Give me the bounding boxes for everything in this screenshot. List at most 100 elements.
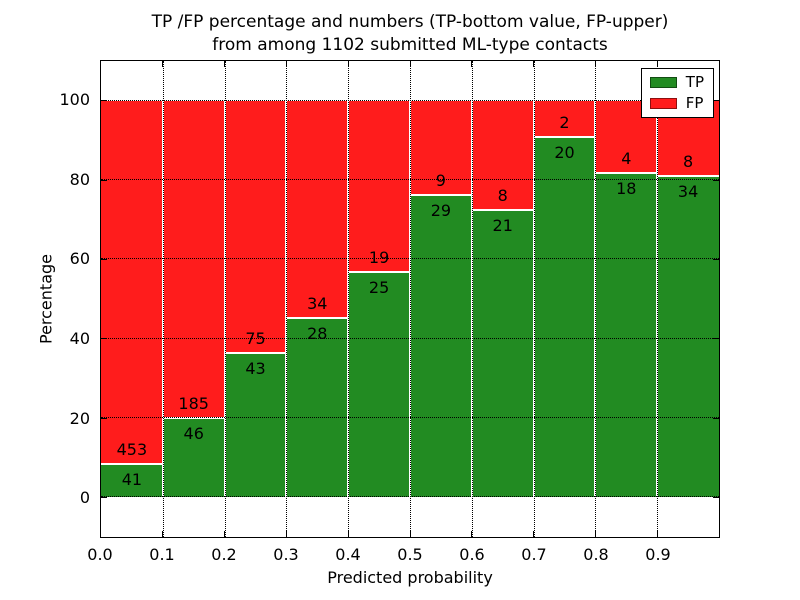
tp-count-label: 25 xyxy=(368,277,390,297)
y-tick-mark-right xyxy=(713,179,719,181)
fp-bar-segment xyxy=(162,100,225,419)
y-tick-label: 80 xyxy=(69,169,90,189)
plot-area: TP FP 453 41 185 46 75 43 34 28 19 25 9 29 8 21 2 20 4 18 8… xyxy=(100,60,720,538)
bar-boundary-edge xyxy=(286,317,349,320)
chart-title: TP /FP percentage and numbers (TP-bottom… xyxy=(100,11,720,57)
x-tick-mark-bottom xyxy=(656,531,658,537)
y-tick-mark-left xyxy=(101,496,107,498)
vertical-gridline xyxy=(286,61,288,537)
vertical-gridline xyxy=(595,61,597,537)
bar-boundary-edge xyxy=(224,351,287,354)
tp-bar-segment xyxy=(286,318,349,498)
x-tick-mark-top xyxy=(594,61,596,67)
x-tick-mark-top xyxy=(533,61,535,67)
horizontal-gridline xyxy=(101,99,719,101)
vertical-gridline xyxy=(657,61,659,537)
y-tick-label: 100 xyxy=(59,89,90,109)
x-tick-label: 0.4 xyxy=(335,545,361,564)
fp-bar-segment xyxy=(533,100,596,137)
x-tick-mark-bottom xyxy=(162,531,164,537)
vertical-gridline xyxy=(471,61,473,537)
tp-count-label: 34 xyxy=(677,182,699,202)
fp-count-label: 8 xyxy=(497,186,508,206)
fp-bar-segment xyxy=(286,100,349,319)
x-tick-label: 0.3 xyxy=(273,545,299,564)
tp-bar-segment xyxy=(162,418,225,498)
fp-count-label: 2 xyxy=(559,112,570,132)
bar-boundary-edge xyxy=(162,417,225,420)
legend-swatch-tp xyxy=(649,77,677,88)
legend-item-tp: TP xyxy=(649,73,704,91)
x-tick-mark-bottom xyxy=(285,531,287,537)
horizontal-gridline xyxy=(101,258,719,260)
fp-count-label: 34 xyxy=(307,294,328,314)
y-tick-label: 20 xyxy=(69,408,90,428)
fp-bar-segment xyxy=(224,100,287,353)
vertical-gridline xyxy=(162,61,164,537)
y-tick-mark-left xyxy=(101,100,107,102)
tp-count-label: 43 xyxy=(245,358,266,378)
bar-column: 19 25 xyxy=(348,61,410,537)
tp-bar-segment xyxy=(657,176,719,498)
y-tick-mark-left xyxy=(101,179,107,181)
fp-bar-segment xyxy=(348,100,410,272)
y-tick-mark-right xyxy=(713,417,719,419)
y-tick-mark-left xyxy=(101,338,107,340)
x-tick-mark-top xyxy=(285,61,287,67)
bar-boundary-edge xyxy=(410,193,472,196)
vertical-gridline xyxy=(348,61,350,537)
chart-title-line2: from among 1102 submitted ML-type contac… xyxy=(212,35,608,55)
x-tick-mark-bottom xyxy=(471,531,473,537)
tp-bar-segment xyxy=(101,464,163,498)
x-tick-mark-bottom xyxy=(409,531,411,537)
tp-count-label: 29 xyxy=(430,200,452,220)
tp-count-label: 18 xyxy=(616,178,637,198)
tp-bar-segment xyxy=(410,194,472,498)
x-tick-label: 0.0 xyxy=(87,545,113,564)
y-tick-mark-right xyxy=(713,338,719,340)
x-tick-mark-top xyxy=(656,61,658,67)
y-tick-mark-left xyxy=(101,417,107,419)
tp-count-label: 46 xyxy=(183,424,204,444)
fp-bar-segment xyxy=(410,100,472,195)
x-tick-mark-top xyxy=(471,61,473,67)
bar-column: 185 46 xyxy=(162,61,225,537)
legend-label: FP xyxy=(685,94,704,112)
bar-boundary-edge xyxy=(595,171,658,174)
x-tick-mark-top xyxy=(224,61,226,67)
tp-bar-segment xyxy=(595,172,658,498)
bar-boundary-edge xyxy=(348,270,410,273)
horizontal-gridline xyxy=(101,179,719,180)
vertical-gridline xyxy=(410,61,411,537)
bar-boundary-edge xyxy=(471,209,534,212)
bar-column: 8 21 xyxy=(471,61,534,537)
bar-column: 34 28 xyxy=(286,61,349,537)
vertical-gridline xyxy=(224,61,226,537)
x-tick-mark-top xyxy=(409,61,411,67)
y-tick-label: 40 xyxy=(69,328,90,348)
horizontal-gridline xyxy=(101,417,719,418)
y-tick-label: 0 xyxy=(79,488,90,508)
y-tick-label: 60 xyxy=(69,249,90,269)
fp-count-label: 75 xyxy=(245,328,266,348)
tp-bar-segment xyxy=(471,210,534,498)
bar-column: 8 34 xyxy=(657,61,719,537)
fp-count-label: 185 xyxy=(178,394,209,414)
y-tick-mark-left xyxy=(101,258,107,260)
x-tick-label: 0.6 xyxy=(459,545,485,564)
tp-count-label: 28 xyxy=(307,324,328,344)
horizontal-gridline xyxy=(101,496,719,498)
fp-count-label: 8 xyxy=(682,152,694,172)
fp-count-label: 19 xyxy=(368,247,390,267)
bar-column: 9 29 xyxy=(410,61,472,537)
horizontal-gridline xyxy=(101,337,719,339)
x-tick-mark-top xyxy=(162,61,164,67)
tp-bar-segment xyxy=(224,352,287,498)
tp-count-label: 21 xyxy=(492,216,513,236)
fp-count-label: 9 xyxy=(435,170,446,190)
legend-swatch-fp xyxy=(649,98,677,109)
legend-label: TP xyxy=(685,73,704,91)
x-tick-label: 0.5 xyxy=(397,545,423,564)
bar-column: 75 43 xyxy=(224,61,287,537)
vertical-gridline xyxy=(533,61,535,537)
